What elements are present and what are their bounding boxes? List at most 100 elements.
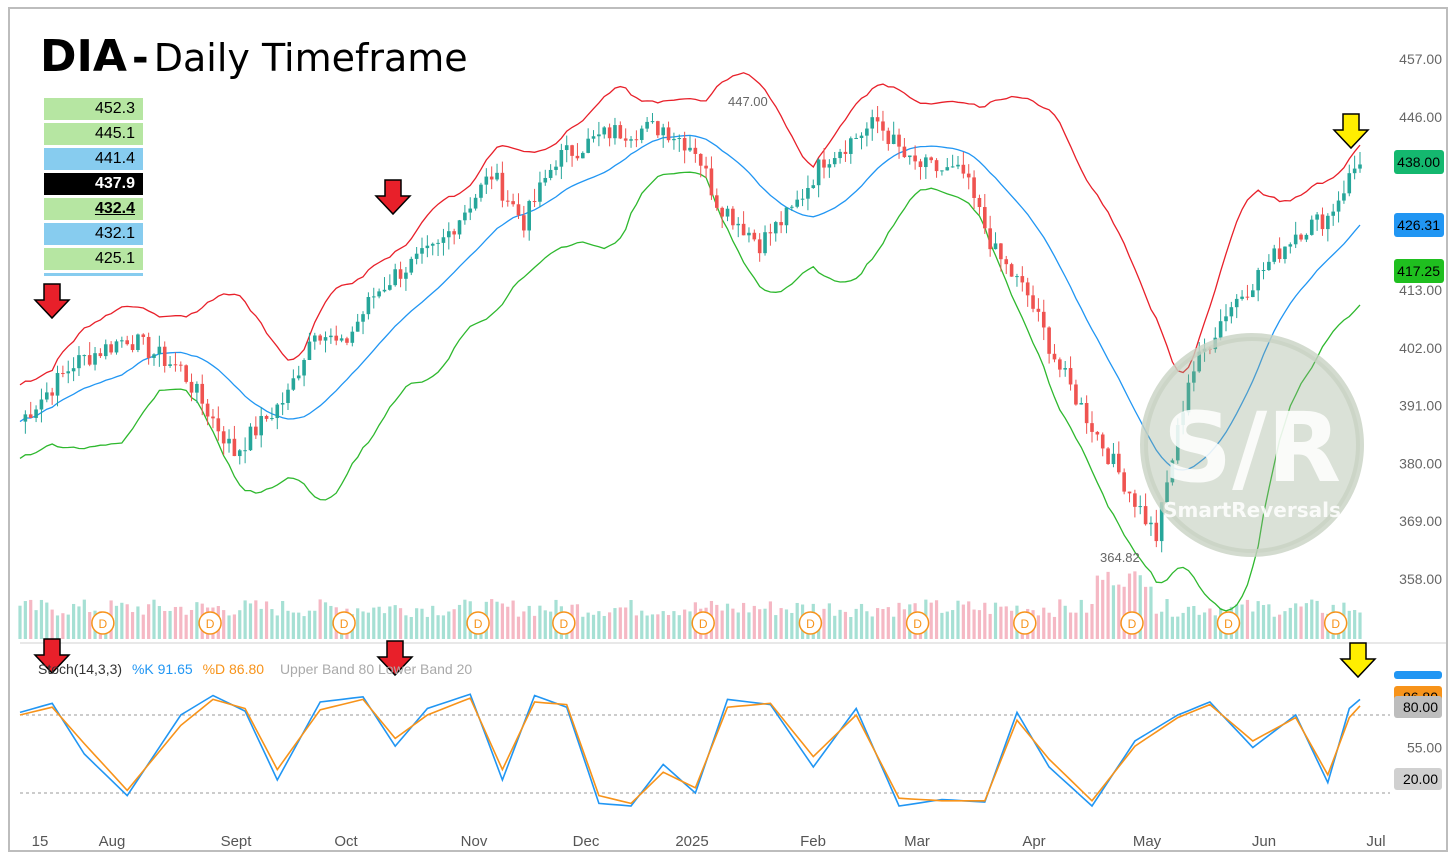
volume-bar xyxy=(366,612,370,639)
volume-bar xyxy=(409,616,413,639)
volume-bar xyxy=(152,599,156,639)
volume-bar xyxy=(398,608,403,639)
candle-body xyxy=(543,177,548,183)
candle-body xyxy=(489,176,494,180)
volume-bar xyxy=(238,610,242,639)
candle-body xyxy=(623,138,628,141)
dividend-marker xyxy=(91,611,115,635)
candle-body xyxy=(1111,453,1116,465)
volume-bar xyxy=(1256,601,1260,639)
stoch-d-label: %D 86.80 xyxy=(202,661,265,677)
volume-bar xyxy=(945,611,949,639)
volume-bar xyxy=(18,605,22,639)
candle-body xyxy=(345,338,349,343)
candle-body xyxy=(141,334,146,337)
candle-body xyxy=(1240,296,1244,299)
volume-bar xyxy=(264,601,269,639)
candle-body xyxy=(323,337,328,341)
stoch-k-badge xyxy=(1394,671,1442,679)
volume-bar xyxy=(993,602,998,639)
volume-bar xyxy=(967,601,971,639)
candle-body xyxy=(586,138,590,153)
volume-bar xyxy=(1347,610,1351,639)
watermark-subtext: SmartReversals xyxy=(1163,498,1341,522)
volume-bar xyxy=(404,615,408,639)
price-badge xyxy=(1394,150,1444,174)
stoch-badge xyxy=(1394,768,1442,790)
volume-bar xyxy=(1004,606,1008,639)
candle-body xyxy=(334,335,339,341)
candle-body xyxy=(945,167,950,171)
candle-body xyxy=(956,164,960,167)
candle-body xyxy=(500,172,505,201)
volume-bar xyxy=(307,610,312,639)
candle-body xyxy=(189,381,194,393)
volume-bar xyxy=(254,600,258,639)
volume-bar xyxy=(302,616,306,639)
candle-body xyxy=(859,135,864,139)
volume-bar xyxy=(876,608,880,639)
candle-body xyxy=(661,127,665,136)
candle-body xyxy=(768,232,773,234)
candle-body xyxy=(1154,522,1159,542)
volume-bar xyxy=(1090,603,1094,639)
volume-bar xyxy=(843,611,848,639)
volume-bar xyxy=(1202,612,1207,639)
candle-body xyxy=(784,207,789,226)
candle-body xyxy=(822,159,826,168)
time-tick-label: Sept xyxy=(221,833,253,850)
candle-body xyxy=(983,207,987,229)
candle-body xyxy=(795,199,799,207)
volume-bar xyxy=(849,616,853,639)
candle-body xyxy=(87,355,92,365)
candle-body xyxy=(152,354,156,358)
volume-bar xyxy=(1245,599,1250,639)
candle-body xyxy=(961,164,966,174)
candle-body xyxy=(554,166,558,170)
candle-body xyxy=(1159,502,1164,542)
candle-body xyxy=(548,169,553,178)
candle-body xyxy=(763,232,767,254)
candle-body xyxy=(157,346,162,355)
volume-bar xyxy=(581,616,585,639)
candle-body xyxy=(136,334,140,350)
volume-bar xyxy=(120,602,124,639)
time-tick-label: 2025 xyxy=(675,833,708,850)
volume-bar xyxy=(720,610,724,639)
candle-body xyxy=(1197,351,1201,372)
volume-bar xyxy=(173,606,178,639)
candle-body xyxy=(200,383,205,404)
time-tick-label: Apr xyxy=(1022,833,1045,850)
candle-body xyxy=(452,231,456,235)
volume-bar xyxy=(457,604,462,639)
candle-body xyxy=(339,338,344,341)
volume-bar xyxy=(988,613,992,639)
candle-body xyxy=(1288,244,1293,247)
price-tick-label: 391.00 xyxy=(1399,398,1442,414)
volume-bar xyxy=(270,609,274,639)
candle-body xyxy=(45,392,49,400)
candle-body xyxy=(790,206,794,208)
candle-body xyxy=(114,341,119,353)
candle-body xyxy=(1095,431,1100,435)
volume-bar xyxy=(929,602,933,639)
price-tick-label: 457.00 xyxy=(1399,51,1442,67)
candle-body xyxy=(752,232,757,240)
volume-bar xyxy=(618,607,622,639)
candle-body xyxy=(656,121,660,136)
price-levels-table: 452.3 445.1 441.4 437.9 432.4 432.1 425.1 xyxy=(44,98,143,276)
volume-bar xyxy=(248,603,253,639)
dividend-marker xyxy=(1120,611,1144,635)
volume-bar xyxy=(1186,606,1191,639)
volume-bar xyxy=(522,611,526,639)
volume-bar xyxy=(886,607,890,639)
candle-body xyxy=(715,195,719,208)
level-5: 432.1 xyxy=(44,223,143,245)
volume-bar xyxy=(1288,607,1292,639)
candle-body xyxy=(404,272,408,279)
volume-bar xyxy=(452,609,456,639)
volume-bar xyxy=(495,601,499,639)
volume-bar xyxy=(420,608,424,639)
stoch-name: Stoch(14,3,3) xyxy=(38,661,123,677)
volume-bar xyxy=(463,599,467,639)
